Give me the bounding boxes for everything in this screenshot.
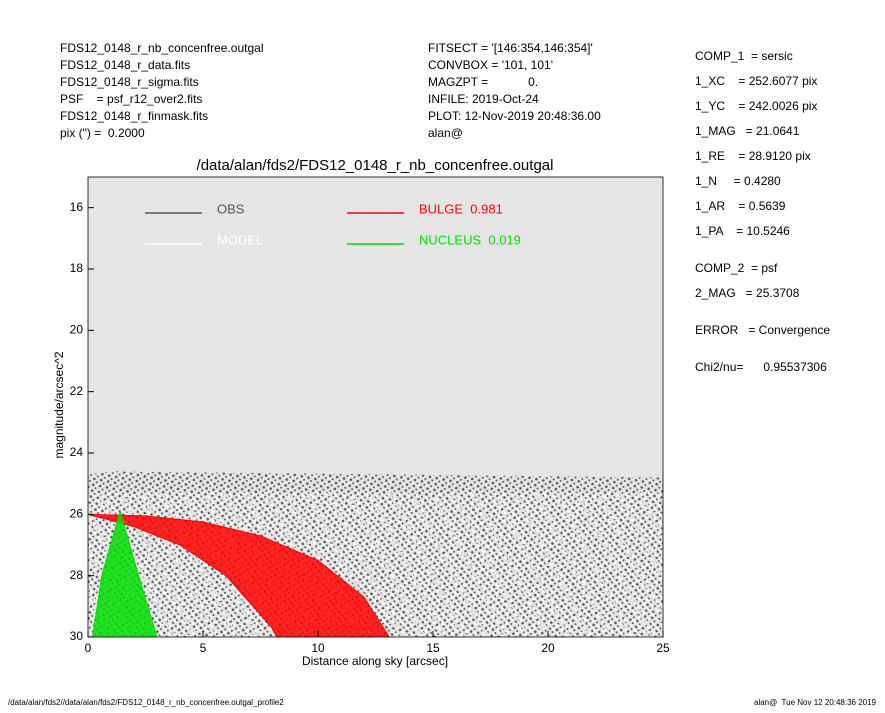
header-line: CONVBOX = '101, 101' xyxy=(428,58,553,72)
x-tick-label: 20 xyxy=(541,641,555,655)
header-line: FITSECT = '[146:354,146:354]' xyxy=(428,41,593,55)
fit-parameter: 1_YC = 242.0026 pix xyxy=(695,99,817,113)
y-tick-label: 16 xyxy=(70,200,84,214)
header-line: FDS12_0148_r_sigma.fits xyxy=(60,75,199,89)
legend-label: NUCLEUS 0.019 xyxy=(419,232,521,247)
footer-left: /data/alan/fds2//data/alan/fds2/FDS12_01… xyxy=(8,698,284,707)
x-tick-label: 25 xyxy=(656,641,670,655)
fit-parameter: 1_MAG = 21.0641 xyxy=(695,124,800,138)
header-line: INFILE: 2019-Oct-24 xyxy=(428,92,539,106)
header-line: PSF = psf_r12_over2.fits xyxy=(60,92,202,106)
header-line: MAGZPT = 0. xyxy=(428,75,538,89)
profile-band xyxy=(92,509,158,637)
y-tick-label: 28 xyxy=(70,568,84,582)
x-tick-label: 15 xyxy=(426,641,440,655)
profile-band xyxy=(88,513,390,637)
y-tick-label: 22 xyxy=(70,384,84,398)
legend-label: BULGE 0.981 xyxy=(419,201,503,216)
x-axis-label: Distance along sky [arcsec] xyxy=(302,654,448,668)
header-line: alan@ xyxy=(428,126,463,140)
header-line: FDS12_0148_r_finmask.fits xyxy=(60,109,208,123)
y-tick-label: 18 xyxy=(70,261,84,275)
chart-title: /data/alan/fds2/FDS12_0148_r_nb_concenfr… xyxy=(197,157,554,174)
header-line: pix (") = 0.2000 xyxy=(60,126,145,140)
fit-parameter: 1_N = 0.4280 xyxy=(695,174,781,188)
legend-label: MODEL xyxy=(217,232,263,247)
fit-parameter: 1_XC = 252.6077 pix xyxy=(695,74,817,88)
header-line: FDS12_0148_r_nb_concenfree.outgal xyxy=(60,41,263,55)
legend-label: OBS xyxy=(217,201,245,216)
y-tick-label: 20 xyxy=(70,323,84,337)
fit-parameter: COMP_2 = psf xyxy=(695,261,778,275)
y-tick-label: 30 xyxy=(70,629,84,643)
y-axis-label: magnitude/arcsec^2 xyxy=(52,351,66,458)
x-tick-label: 0 xyxy=(85,641,92,655)
y-tick-label: 24 xyxy=(70,445,84,459)
x-tick-label: 10 xyxy=(311,641,325,655)
header-line: FDS12_0148_r_data.fits xyxy=(60,58,190,72)
fit-parameter: Chi2/nu= 0.95537306 xyxy=(695,360,827,374)
fit-parameter: 1_RE = 28.9120 pix xyxy=(695,149,811,163)
header-line: PLOT: 12-Nov-2019 20:48:36.00 xyxy=(428,109,601,123)
footer-right: alan@ Tue Nov 12 20:48:36 2019 xyxy=(754,698,877,707)
fit-parameter: 1_PA = 10.5246 xyxy=(695,224,790,238)
fit-parameter: COMP_1 = sersic xyxy=(695,49,793,63)
fit-parameter: 2_MAG = 25.3708 xyxy=(695,286,800,300)
y-tick-label: 26 xyxy=(70,507,84,521)
x-tick-label: 5 xyxy=(200,641,207,655)
fit-parameter: ERROR = Convergence xyxy=(695,323,830,337)
plot xyxy=(88,471,663,637)
plot-frame xyxy=(87,176,664,638)
fit-parameter: 1_AR = 0.5639 xyxy=(695,199,786,213)
